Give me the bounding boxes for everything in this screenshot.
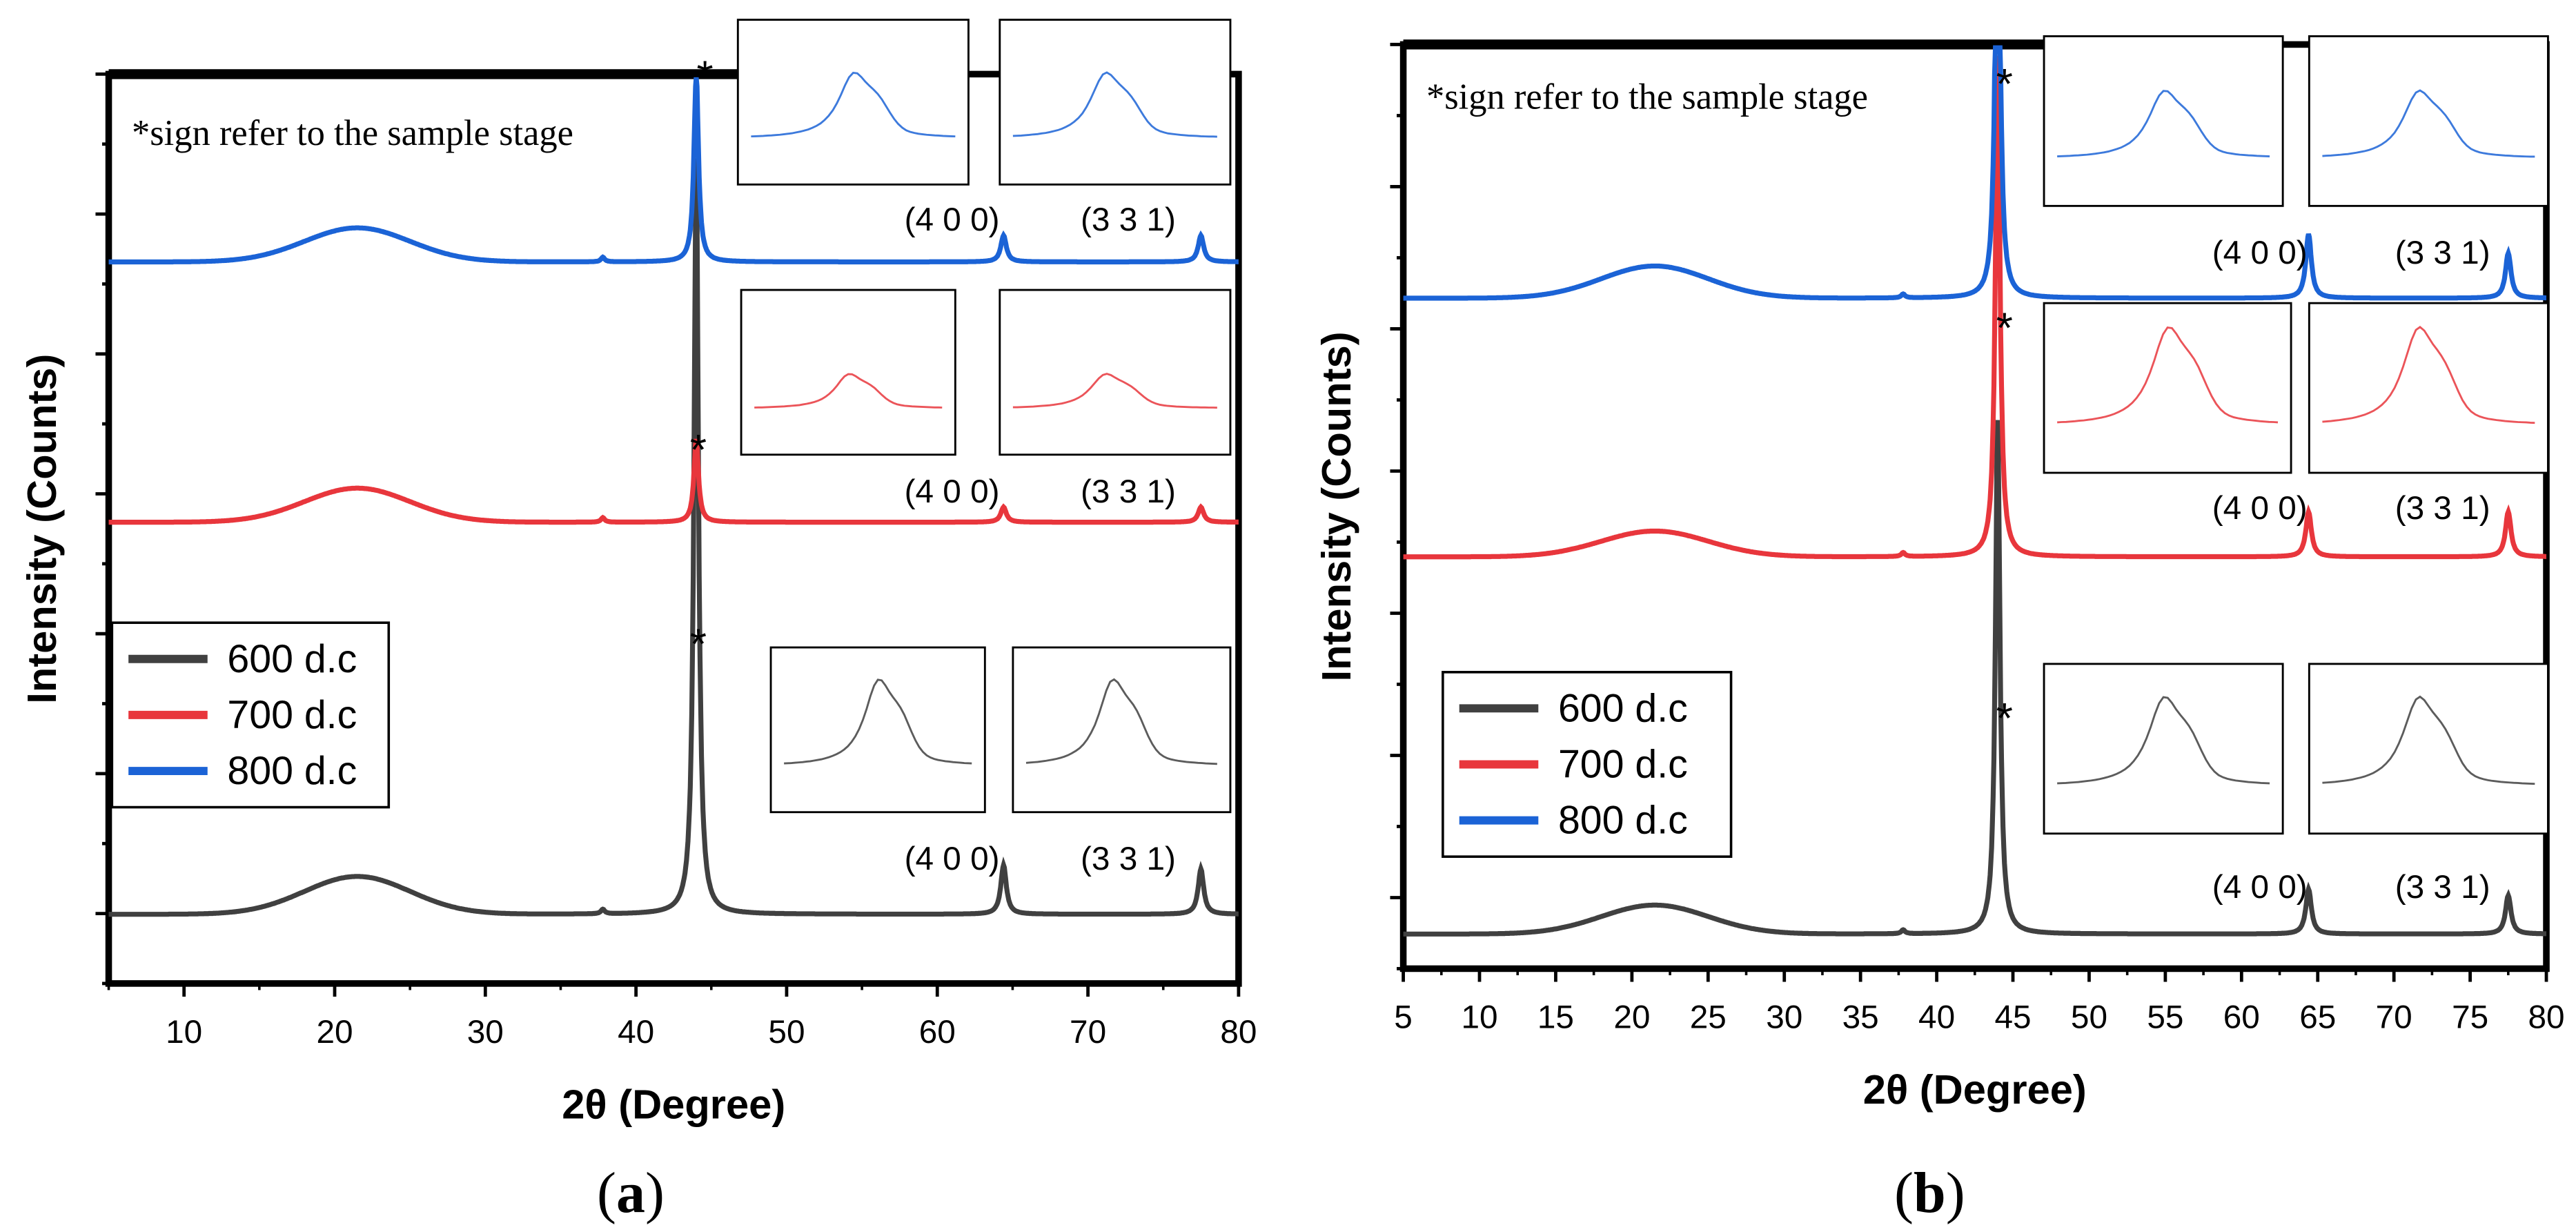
series-line-800dc (1403, 45, 2547, 301)
inset-frame (769, 646, 986, 814)
panel-b-label-close: ) (1945, 1161, 1965, 1225)
inset-curve (2322, 695, 2535, 785)
x-tick-label: 60 (919, 1014, 956, 1050)
x-axis-label: 2θ (Degree) (1863, 1066, 2087, 1113)
x-tick-label: 15 (1537, 999, 1574, 1035)
peak-star: * (690, 427, 707, 474)
hkl-label: (3 3 1) (1081, 841, 1176, 877)
x-axis-label: 2θ (Degree) (562, 1082, 785, 1128)
panel-b-label-open: ( (1894, 1161, 1914, 1225)
x-tick-label: 30 (467, 1014, 504, 1050)
inset-frame (736, 19, 970, 186)
x-tick-label: 10 (166, 1014, 202, 1050)
hkl-label: (4 0 0) (2212, 235, 2308, 271)
inset-frame (2043, 663, 2284, 835)
x-tick-label: 20 (316, 1014, 353, 1050)
legend-label: 600 d.c (227, 637, 357, 681)
hkl-label: (4 0 0) (905, 841, 1000, 877)
legend-label: 800 d.c (227, 749, 357, 793)
peak-star: * (1996, 304, 2013, 352)
x-tick-label: 35 (1842, 999, 1879, 1035)
panel-b: 5 10 15 20 25 30 35 40 45 50 55 60 65 70 75 80 2θ (Degre… (1313, 35, 2565, 1113)
legend-label: 700 d.c (1558, 743, 1688, 787)
x-tick-label: 45 (1994, 999, 2031, 1035)
x-tick-label: 65 (2299, 999, 2336, 1035)
panel-a-label-open: ( (597, 1161, 616, 1225)
inset-curve (1012, 71, 1217, 138)
x-tick-label: 25 (1690, 999, 1727, 1035)
legend-label: 800 d.c (1558, 799, 1688, 843)
x-tick-label: 55 (2147, 999, 2183, 1035)
panel-a: 10 20 30 40 50 60 70 80 2θ (Degree) Intensity (Co… (19, 19, 1257, 1128)
inset-curve (754, 373, 943, 409)
x-tick-label: 75 (2452, 999, 2488, 1035)
inset-frame (2043, 302, 2292, 474)
peak-star: * (696, 52, 713, 100)
inset-curve (2057, 696, 2270, 785)
hkl-label: (4 0 0) (905, 473, 1000, 510)
inset-frame (2308, 35, 2549, 207)
series-line-700dc (108, 438, 1239, 525)
inset-frame (2043, 35, 2284, 207)
y-axis-label: Intensity (Counts) (19, 354, 65, 704)
inset-curve (2322, 89, 2535, 158)
x-tick-label: 20 (1613, 999, 1650, 1035)
x-tick-label: 40 (618, 1014, 654, 1050)
x-tick-label: 80 (1220, 1014, 1257, 1050)
inset-curve (2322, 325, 2535, 424)
x-tick-label: 60 (2223, 999, 2260, 1035)
inset-frame (2308, 302, 2549, 474)
x-tick-label: 50 (768, 1014, 805, 1050)
hkl-label: (3 3 1) (2395, 869, 2490, 906)
inset-curve (1025, 678, 1217, 765)
y-axis-label: Intensity (Counts) (1313, 331, 1359, 681)
panel-a-label-letter: a (616, 1161, 645, 1225)
panel-a-label-close: ) (645, 1161, 665, 1225)
inset-curve (751, 71, 956, 138)
hkl-label: (4 0 0) (2212, 869, 2308, 906)
hkl-label: (3 3 1) (2395, 490, 2490, 527)
sample-stage-note: *sign refer to the sample stage (132, 113, 573, 153)
series-line-700dc (1403, 55, 2547, 560)
x-tick-label: 70 (1070, 1014, 1106, 1050)
peak-star: * (1996, 695, 2013, 743)
x-tick-label: 10 (1461, 999, 1497, 1035)
legend-label: 600 d.c (1558, 686, 1688, 730)
panel-b-label-letter: b (1913, 1161, 1946, 1225)
hkl-label: (4 0 0) (905, 202, 1000, 238)
x-tick-label: 30 (1766, 999, 1802, 1035)
inset-frame (999, 19, 1232, 186)
panel-a-label: (a) (597, 1160, 665, 1226)
hkl-label: (3 3 1) (1081, 473, 1176, 510)
series-line-800dc (108, 77, 1239, 265)
peak-star: * (1996, 61, 2013, 108)
inset-curve (2057, 326, 2279, 424)
inset-curve (1012, 373, 1217, 409)
series-line-600dc (108, 158, 1239, 917)
x-tick-label: 80 (2528, 999, 2564, 1035)
x-tick-label: 40 (1918, 999, 1955, 1035)
panel-b-label: (b) (1894, 1160, 1965, 1226)
hkl-label: (3 3 1) (1081, 202, 1176, 238)
legend-label: 700 d.c (227, 693, 357, 737)
sample-stage-note: *sign refer to the sample stage (1426, 77, 1868, 117)
inset-frame (740, 289, 956, 456)
x-tick-label: 5 (1394, 999, 1413, 1035)
inset-curve (2057, 90, 2270, 157)
hkl-label: (4 0 0) (2212, 490, 2308, 527)
hkl-label: (3 3 1) (2395, 235, 2490, 271)
inset-curve (784, 678, 972, 765)
x-tick-label: 70 (2376, 999, 2412, 1035)
inset-frame (2308, 663, 2549, 835)
plot-frame (105, 70, 1242, 987)
peak-star: * (690, 621, 707, 669)
inset-frame (999, 289, 1232, 456)
series-line-600dc (1403, 420, 2547, 937)
x-tick-label: 50 (2071, 999, 2107, 1035)
inset-frame (1012, 646, 1232, 814)
